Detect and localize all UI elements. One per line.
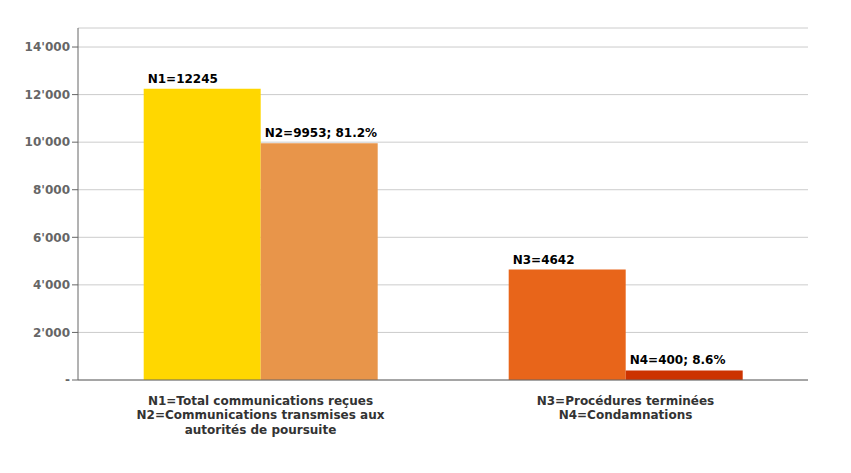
svg-text:8'000: 8'000 xyxy=(33,183,70,197)
svg-text:N3=4642: N3=4642 xyxy=(513,253,575,267)
svg-text:12'000: 12'000 xyxy=(25,88,70,102)
svg-text:N2=9953; 81.2%: N2=9953; 81.2% xyxy=(265,126,377,140)
svg-text:-: - xyxy=(65,373,70,387)
svg-text:2'000: 2'000 xyxy=(33,326,70,340)
svg-text:N1=Total communications reçues: N1=Total communications reçuesN2=Communi… xyxy=(137,394,385,437)
svg-text:4'000: 4'000 xyxy=(33,278,70,292)
svg-text:6'000: 6'000 xyxy=(33,231,70,245)
svg-text:N4=400; 8.6%: N4=400; 8.6% xyxy=(630,353,726,367)
svg-text:14'000: 14'000 xyxy=(25,40,70,54)
svg-text:N1=12245: N1=12245 xyxy=(148,72,218,86)
svg-text:10'000: 10'000 xyxy=(25,135,70,149)
svg-text:N3=Procédures terminéesN4=Cond: N3=Procédures terminéesN4=Condamnations xyxy=(537,394,715,422)
